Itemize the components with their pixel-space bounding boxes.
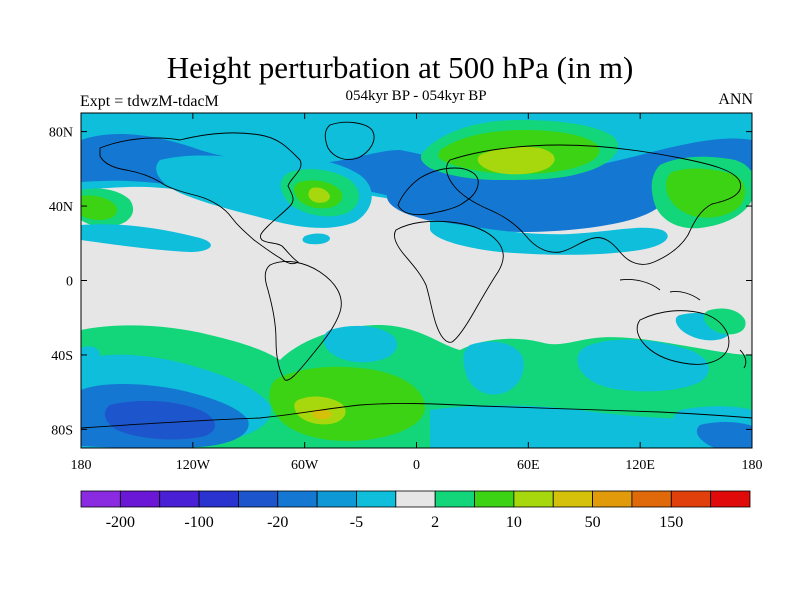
plot-subtitle: 054kyr BP - 054kyr BP: [345, 88, 487, 104]
colorbar: [80, 490, 751, 508]
colorbar-swatch: [710, 490, 751, 508]
coastline-asia: [446, 144, 742, 265]
anomaly-region-australia-green: [704, 308, 746, 335]
colorbar-label: -5: [350, 514, 363, 531]
lat-tick-label: 40S: [51, 349, 73, 364]
colorbar-swatch: [159, 490, 200, 508]
anomaly-region-asia-blue: [386, 173, 672, 232]
colorbar-label: 2: [431, 514, 439, 531]
lon-tick-label: 0: [413, 458, 420, 473]
anomaly-region-east-pacific-cyan: [81, 224, 211, 252]
longitude-axis: 180 120W 60W 0 60E 120E 180: [71, 113, 763, 473]
lon-tick-label: 120W: [176, 458, 211, 473]
coastline-indonesia: [619, 279, 701, 301]
coastline-australia: [636, 310, 730, 365]
colorbar-swatch: [119, 490, 161, 508]
anomaly-region-gulf-cyan: [302, 233, 330, 245]
colorbar-label: -20: [267, 514, 288, 531]
lon-tick-label: 60E: [517, 458, 540, 473]
colorbar-swatch: [670, 490, 712, 508]
colorbar-swatch: [513, 490, 554, 508]
colorbar-swatch: [198, 490, 239, 508]
colorbar-label: -200: [106, 514, 135, 531]
colorbar-labels: -200 -100 -20 -5 2 10 50 150: [106, 514, 684, 531]
colorbar-label: -100: [184, 514, 213, 531]
latitude-axis: 80N 40N 0 40S 80S: [49, 126, 752, 438]
colorbar-label: 50: [585, 514, 601, 531]
anomaly-region-south-pacific-deep-blue: [104, 400, 216, 440]
lat-tick-label: 80S: [51, 423, 73, 438]
colorbar-swatch: [80, 490, 121, 508]
lat-tick-label: 40N: [49, 200, 73, 215]
colorbar-swatch: [356, 490, 397, 508]
anomaly-region-south-atlantic-green: [269, 366, 425, 442]
anomaly-region-southeast-blue: [696, 422, 752, 448]
season-label: ANN: [718, 91, 753, 108]
colorbar-swatch: [316, 490, 357, 508]
coastline-antarctica: [81, 403, 752, 429]
coastline-africa: [393, 220, 504, 343]
colorbar-swatch: [631, 490, 672, 508]
colorbar-swatch: [592, 490, 633, 508]
anomaly-region-south-indian-cyan: [577, 339, 709, 392]
coastline-greenland: [324, 121, 375, 160]
colorbar-swatch: [277, 490, 318, 508]
anomaly-region-north-atlantic-yellow: [308, 187, 330, 203]
colorbar-label: 10: [506, 514, 522, 531]
anomaly-region-west-pacific-lime: [81, 195, 118, 220]
lon-tick-label: 180: [742, 458, 763, 473]
plot-title: Height perturbation at 500 hPa (in m): [166, 50, 634, 85]
coastlines: [81, 121, 752, 429]
lon-tick-label: 60W: [291, 458, 319, 473]
coastline-south-america: [264, 261, 342, 381]
lon-tick-label: 120E: [625, 458, 655, 473]
anomaly-region-siberia-yellow: [477, 146, 555, 175]
coastline-new-zealand: [739, 349, 747, 369]
colorbar-swatch: [434, 490, 475, 508]
experiment-label: Expt = tdwzM-tdacM: [80, 93, 219, 110]
anomaly-region-south-pacific-west-cyan: [81, 346, 100, 372]
colorbar-swatch: [552, 490, 593, 508]
colorbar-swatch: [395, 490, 436, 508]
anomaly-region-south-atlantic-yellow: [312, 409, 332, 420]
colorbar-label: 150: [659, 514, 683, 531]
anomaly-region-pacific-lime: [666, 168, 746, 218]
lat-tick-label: 0: [66, 275, 73, 290]
anomaly-region-south-america-cyan: [323, 325, 398, 363]
colorbar-swatch: [238, 490, 279, 508]
coastline-europe: [397, 167, 479, 216]
height-anomaly-field: [81, 113, 752, 448]
lon-tick-label: 180: [71, 458, 92, 473]
colorbar-swatch: [474, 490, 515, 508]
anomaly-region-southern-ocean-cyan: [430, 405, 752, 448]
anomaly-region-indian-cyan: [463, 341, 524, 395]
lat-tick-label: 80N: [49, 126, 73, 141]
anomaly-region-asia-cyan: [430, 220, 668, 255]
coastline-north-america: [99, 132, 302, 265]
